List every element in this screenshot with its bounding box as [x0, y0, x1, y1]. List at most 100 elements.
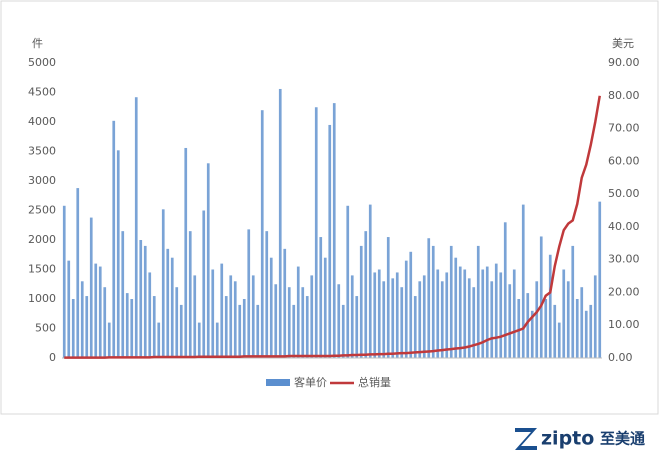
bar — [242, 299, 246, 358]
bar — [121, 231, 125, 358]
bar — [328, 124, 332, 358]
bar — [526, 293, 530, 358]
bar — [161, 209, 165, 358]
bar — [224, 296, 228, 358]
bar — [229, 275, 233, 358]
bar — [544, 299, 548, 358]
bar — [314, 107, 318, 358]
bar — [517, 299, 521, 358]
y-tick-label: 3500 — [28, 145, 56, 158]
y2-tick-label: 90.00 — [608, 56, 640, 69]
bar — [287, 287, 291, 358]
bar — [220, 263, 224, 358]
bar — [157, 322, 161, 358]
bar — [598, 201, 602, 358]
bar — [116, 150, 120, 358]
bar — [364, 231, 368, 358]
y-tick-label: 1000 — [28, 292, 56, 305]
bar — [391, 278, 395, 358]
bar — [139, 240, 143, 358]
bar — [499, 272, 503, 358]
y2-tick-label: 50.00 — [608, 187, 640, 200]
bar — [71, 299, 75, 358]
y-tick-label: 5000 — [28, 56, 56, 69]
bar — [593, 275, 597, 358]
bar — [575, 299, 579, 358]
bar — [170, 257, 174, 358]
bar — [62, 205, 66, 358]
bar — [418, 281, 422, 358]
bar — [103, 287, 107, 358]
bar — [521, 204, 525, 358]
bar — [130, 299, 134, 358]
bar — [296, 266, 300, 358]
bar — [350, 275, 354, 358]
bar — [382, 281, 386, 358]
bar — [589, 304, 593, 358]
y-tick-label: 4000 — [28, 115, 56, 128]
bar — [323, 257, 327, 358]
bar — [494, 263, 498, 358]
legend-label: 总销量 — [358, 375, 391, 389]
bar — [427, 238, 431, 358]
bar — [571, 245, 575, 358]
y2-tick-label: 30.00 — [608, 253, 640, 266]
bar — [301, 287, 305, 358]
y-tick-label: 3000 — [28, 174, 56, 187]
bar — [148, 272, 152, 358]
y-tick-label: 2000 — [28, 233, 56, 246]
bar — [566, 281, 570, 358]
bar — [580, 287, 584, 358]
y2-tick-label: 40.00 — [608, 220, 640, 233]
bar — [206, 163, 210, 358]
bar — [535, 281, 539, 358]
bar — [562, 269, 566, 358]
bar — [238, 304, 242, 358]
y2-tick-label: 70.00 — [608, 122, 640, 135]
bar — [310, 275, 314, 358]
y-axis-label: 件 — [32, 37, 43, 50]
bar — [134, 97, 138, 358]
y2-tick-label: 60.00 — [608, 154, 640, 167]
bar — [472, 287, 476, 358]
y-tick-label: 0 — [49, 351, 56, 364]
bar — [67, 260, 71, 358]
bar — [481, 269, 485, 358]
bar — [283, 248, 287, 358]
bar — [332, 103, 336, 359]
bar — [305, 296, 309, 358]
y-tick-label: 500 — [35, 322, 56, 335]
bar — [409, 251, 413, 358]
logo-icon — [515, 428, 537, 450]
bar — [265, 231, 269, 358]
bar — [85, 296, 89, 358]
sales-line — [64, 95, 601, 359]
bar — [278, 88, 282, 359]
bar — [476, 245, 480, 358]
bar — [80, 281, 84, 358]
legend-label: 客单价 — [294, 375, 327, 389]
bar — [368, 204, 372, 358]
bar — [404, 260, 408, 358]
bar — [256, 304, 260, 358]
logo-brand: zipto — [541, 428, 594, 450]
bar — [386, 237, 390, 358]
bar — [512, 269, 516, 358]
bar — [89, 217, 93, 358]
bar — [337, 284, 341, 358]
bar — [274, 284, 278, 358]
bar — [260, 110, 264, 358]
bar — [188, 231, 192, 358]
y2-tick-label: 0.00 — [608, 351, 633, 364]
bar — [215, 322, 219, 358]
bar — [193, 275, 197, 358]
legend-swatch — [266, 379, 290, 386]
bar — [152, 296, 156, 358]
bar — [431, 245, 435, 358]
bar — [292, 304, 296, 358]
bar — [449, 245, 453, 358]
bar — [548, 254, 552, 358]
bar — [346, 205, 350, 358]
